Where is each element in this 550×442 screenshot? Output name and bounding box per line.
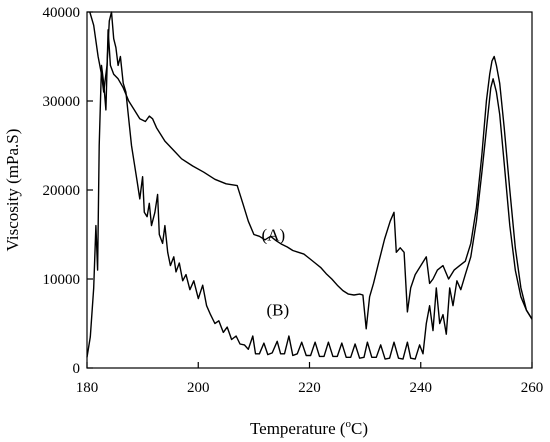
annotation-layer: (A) (B) <box>262 226 290 320</box>
x-tick-label: 180 <box>76 380 99 396</box>
x-axis-ticks: 180 200 220 240 260 <box>76 362 544 396</box>
x-tick-label: 220 <box>298 380 321 396</box>
y-tick-label: 30000 <box>43 94 81 110</box>
y-axis-label: Viscosity (mPa.S) <box>3 129 22 252</box>
series-annotation: (A) <box>262 226 286 245</box>
y-tick-label: 40000 <box>43 5 81 21</box>
y-tick-label: 0 <box>73 361 81 377</box>
series-annotation: (B) <box>266 300 289 319</box>
x-tick-label: 260 <box>521 380 544 396</box>
y-axis-ticks: 0 10000 20000 30000 40000 <box>43 5 93 377</box>
y-tick-label: 20000 <box>43 183 81 199</box>
y-tick-label: 10000 <box>43 272 81 288</box>
series-layer <box>86 11 533 360</box>
x-tick-label: 200 <box>187 380 210 396</box>
x-axis-label: Temperature (oC) <box>250 418 368 438</box>
series-line-b <box>89 11 533 360</box>
plot-frame <box>86 11 533 369</box>
x-tick-label: 240 <box>410 380 433 396</box>
series-line-a <box>86 29 533 358</box>
